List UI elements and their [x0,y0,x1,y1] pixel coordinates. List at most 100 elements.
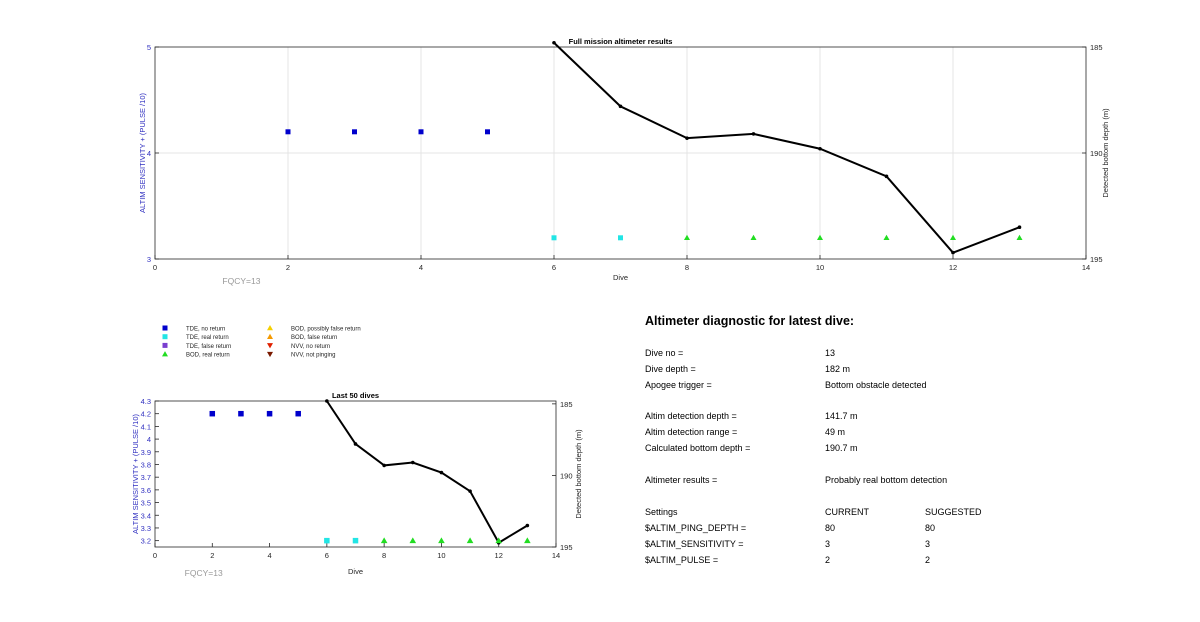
y-axis-label: ALTIM SENSITIVITY + (PULSE /10) [131,414,140,534]
setting-label: $ALTIM_PULSE = [645,555,719,565]
x-tick-label: 6 [325,551,329,560]
diag-row-value: 49 m [825,427,846,437]
depth-point [525,523,530,528]
diag-row-value: 13 [825,348,836,358]
y-tick-label: 3.9 [141,448,151,457]
data-point [418,129,424,135]
depth-point [818,146,822,151]
legend-marker [267,333,273,339]
fqcy-label: FQCY=13 [185,568,223,578]
y-tick-label: 4.1 [141,422,151,431]
depth-point [353,442,358,446]
data-point [466,537,474,544]
x-tick-label: 2 [286,263,290,272]
setting-suggested: 80 [925,523,936,533]
legend-item: BOD, false return [267,333,337,341]
data-point [352,129,357,135]
legend-marker [267,351,273,358]
data-point [380,537,388,544]
legend-marker [162,325,168,331]
data-point [750,234,757,241]
y2-tick-label: 190 [560,471,573,480]
diag-row-value: 182 m [825,364,851,374]
diag-row-value: Bottom obstacle detected [825,380,927,390]
y2-tick-label: 195 [560,543,573,552]
data-point [684,234,690,241]
setting-current: 80 [825,523,836,533]
plot-frame [154,400,557,548]
depth-point [325,399,329,403]
data-point [485,129,490,135]
data-point [438,537,445,544]
setting-current: 2 [825,555,831,565]
x-tick-label: 0 [153,263,157,272]
legend-label: TDE, real return [186,335,229,341]
depth-point [410,460,415,465]
legend-label: BOD, real return [186,353,230,359]
x-tick-label: 12 [495,551,503,560]
y-tick-label: 4.3 [141,397,151,406]
settings-header-label: Settings [645,507,678,517]
diag-row-value: Probably real bottom detection [825,475,948,485]
y-tick-label: 3 [147,255,151,264]
depth-point [439,470,444,475]
x-tick-label: 4 [267,551,271,560]
y-tick-label: 4.2 [141,410,151,419]
data-point [324,537,330,544]
x-axis-label: Dive [613,273,628,282]
y-tick-label: 3.8 [141,460,151,469]
x-tick-label: 6 [552,263,556,272]
diag-row-label: Dive no = [645,348,684,358]
x-tick-label: 8 [685,263,689,272]
depth-point [884,174,889,179]
legend-item: TDE, no return [162,325,225,333]
x-tick-label: 2 [210,551,214,560]
x-tick-label: 4 [419,263,423,272]
depth-line [326,400,528,545]
y-tick-label: 5 [147,43,151,52]
setting-suggested: 2 [925,555,931,565]
full-mission-chart: 0 2 4 6 8 10 12 14 3 4 5 185 190 195 Full mission alti… [138,37,1110,286]
y-tick-label: 4 [147,435,151,444]
y-tick-label: 3.4 [141,511,151,520]
y2-axis-label: Detected bottom depth (m) [1101,108,1110,198]
legend-item: BOD, possibly false return [267,325,361,333]
depth-point [618,104,623,109]
diag-row-label: Altim detection depth = [645,411,737,421]
y2-tick-label: 190 [1090,149,1103,158]
legend-item: NVV, not pinging [267,351,335,359]
x-tick-label: 12 [949,263,957,272]
depth-point [468,489,472,493]
settings-header-current: CURRENT [825,507,869,517]
data-point [817,234,823,241]
diag-row-value: 141.7 m [825,411,858,421]
depth-point [382,463,386,468]
y-tick-label: 3.3 [141,524,151,533]
chart-title: Full mission altimeter results [569,37,673,46]
x-axis-label: Dive [348,567,363,576]
last-50-dives-chart: 0 2 4 6 8 10 12 14 3.2 3.3 3.4 3.5 3.6 3.7 3.8 3.9 4 4.1 4… [131,391,583,578]
x-tick-label: 14 [1082,263,1090,272]
diag-row-label: Dive depth = [645,364,696,374]
setting-label: $ALTIM_SENSITIVITY = [645,539,744,549]
x-tick-label: 0 [153,551,157,560]
data-point [285,129,291,135]
legend-item: BOD, real return [162,351,230,359]
data-point [618,235,623,241]
legend-marker [162,342,168,348]
y2-tick-label: 195 [1090,255,1103,264]
y-tick-label: 3.6 [141,486,151,495]
data-point [266,410,273,417]
legend-item: TDE, false return [162,342,231,350]
legend-label: TDE, false return [186,344,231,350]
y2-tick-label: 185 [1090,43,1103,52]
x-tick-label: 10 [437,551,445,560]
legend-marker [162,351,168,357]
diag-row-label: Calculated bottom depth = [645,443,751,453]
legend-item: TDE, real return [162,334,229,341]
data-point [409,537,417,544]
x-tick-label: 14 [552,551,560,560]
fqcy-label: FQCY=13 [222,276,260,286]
legend-label: TDE, no return [186,327,225,333]
